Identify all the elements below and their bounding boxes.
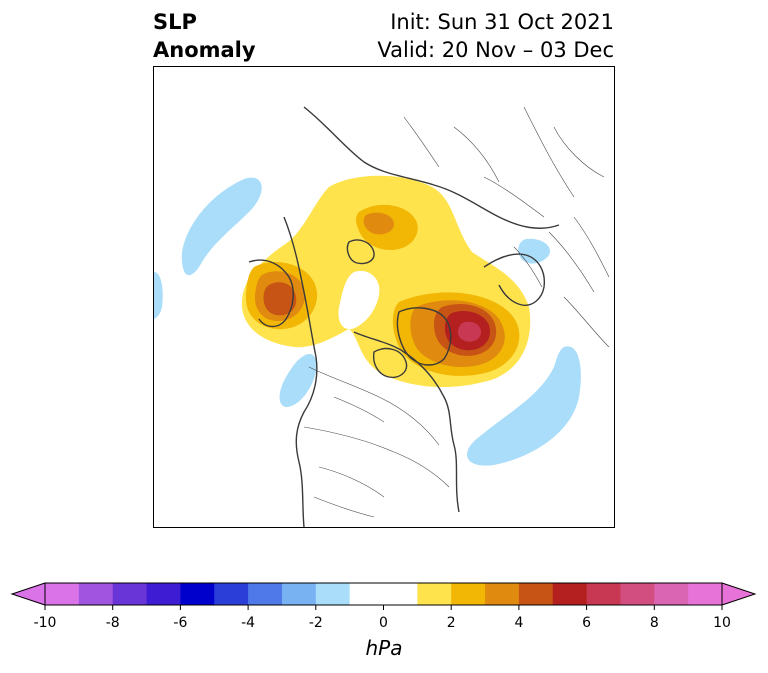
- country-borders: [303, 106, 610, 518]
- colorbar-tick-label: 6: [582, 615, 591, 631]
- colorbar-segment: [281, 583, 317, 605]
- colorbar-segment: [45, 583, 80, 605]
- colorbar-tick-label: 0: [379, 615, 388, 631]
- positive-anomaly-11: [457, 321, 482, 342]
- edge-low-area: [154, 272, 163, 319]
- north-pacific-low-area: [181, 177, 262, 276]
- colorbar-segment: [248, 583, 283, 605]
- colorbar-ticks: -10 -8 -6 -4 -2 0 2 4 6 8 10: [34, 605, 731, 631]
- colorbar-segment: [383, 583, 418, 605]
- colorbar-segment: [180, 583, 215, 605]
- init-date: Init: Sun 31 Oct 2021: [390, 10, 614, 34]
- central-asia-low-area: [518, 238, 550, 264]
- colorbar-segment: [552, 583, 588, 605]
- colorbar-segment: [485, 583, 520, 605]
- colorbar-segment: [146, 583, 181, 605]
- colorbar-tick-label: -6: [173, 615, 187, 631]
- colorbar-segment: [620, 583, 655, 605]
- positive-anomaly-9: [263, 282, 297, 316]
- colorbar-tick-label: -4: [241, 615, 255, 631]
- colorbar-segment: [688, 583, 723, 605]
- colorbar-segment: [78, 583, 114, 605]
- colorbar-segment: [214, 583, 249, 605]
- colorbar-tick-label: 4: [514, 615, 523, 631]
- map-title: SLP Anomaly: [153, 8, 256, 64]
- colorbar-unit: hPa: [365, 636, 403, 660]
- polar-map: [154, 106, 610, 527]
- colorbar-segment: [417, 583, 452, 605]
- colorbar-segment: [654, 583, 689, 605]
- colorbar: -10 -8 -6 -4 -2 0 2 4 6 8 10: [10, 582, 757, 631]
- colorbar-segment: [518, 583, 554, 605]
- pacific-coast-low-area: [279, 353, 317, 407]
- colorbar-segment: [451, 583, 486, 605]
- colorbar-under-arrow: [10, 582, 46, 606]
- variable-title: SLP: [153, 10, 197, 34]
- colorbar-tick-label: 2: [447, 615, 456, 631]
- colorbar-tick-label: -8: [106, 615, 120, 631]
- arctic-neutral-area: [338, 270, 380, 330]
- colorbar-segment: [112, 583, 148, 605]
- coastlines: [248, 106, 560, 527]
- colorbar-tick-label: -10: [34, 615, 57, 631]
- colorbar-segments: [45, 583, 723, 605]
- colorbar-segment: [349, 583, 384, 605]
- colorbar-over-arrow: [721, 582, 757, 606]
- colorbar-tick-label: 10: [713, 615, 731, 631]
- colorbar-segment: [586, 583, 621, 605]
- colorbar-tick-label: 8: [650, 615, 659, 631]
- colorbar-tick-label: -2: [309, 615, 323, 631]
- date-info: Init: Sun 31 Oct 2021 Valid: 20 Nov – 03…: [377, 8, 614, 64]
- positive-anomaly-6: [363, 212, 395, 235]
- west-atlantic-low-area: [467, 346, 581, 466]
- valid-range: Valid: 20 Nov – 03 Dec: [377, 38, 614, 62]
- anomaly-title: Anomaly: [153, 38, 256, 62]
- map-panel: [153, 66, 615, 528]
- colorbar-segment: [315, 583, 351, 605]
